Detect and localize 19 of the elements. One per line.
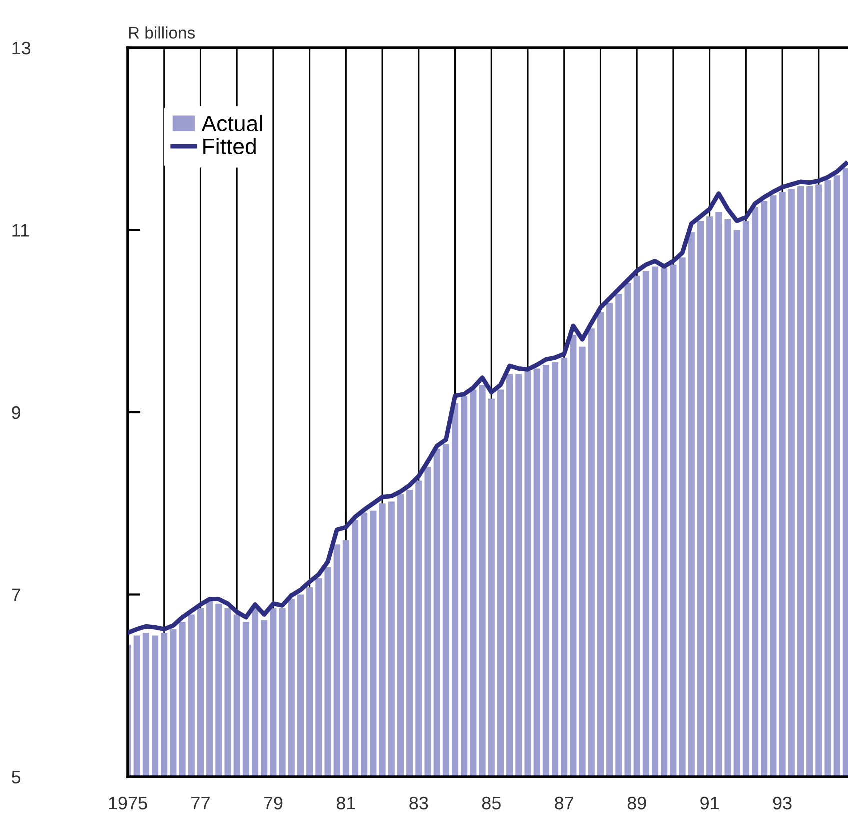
- x-tick-label: 93: [773, 796, 792, 810]
- line-series: [128, 162, 848, 636]
- x-tick-label: 1975: [109, 796, 148, 810]
- x-tick-label: 79: [264, 796, 283, 810]
- legend-label: Fitted: [204, 138, 256, 154]
- y-tick-label: 5: [12, 771, 21, 784]
- x-tick-label: 83: [410, 796, 428, 810]
- x-tick-label: 85: [482, 796, 501, 810]
- y-axis-title: R billions: [129, 26, 196, 39]
- x-tick-label: 89: [628, 796, 646, 810]
- x-tick-label: 77: [192, 797, 210, 810]
- y-tick-label: 13: [12, 42, 31, 55]
- legend-label: Actual: [202, 115, 262, 132]
- x-tick-label: 87: [555, 796, 574, 810]
- y-tick-label: 11: [12, 224, 30, 237]
- x-tick-label: 91: [700, 796, 719, 810]
- y-tick-label: 7: [12, 588, 20, 602]
- y-tick-label: 9: [12, 406, 21, 420]
- x-tick-label: 81: [336, 796, 356, 810]
